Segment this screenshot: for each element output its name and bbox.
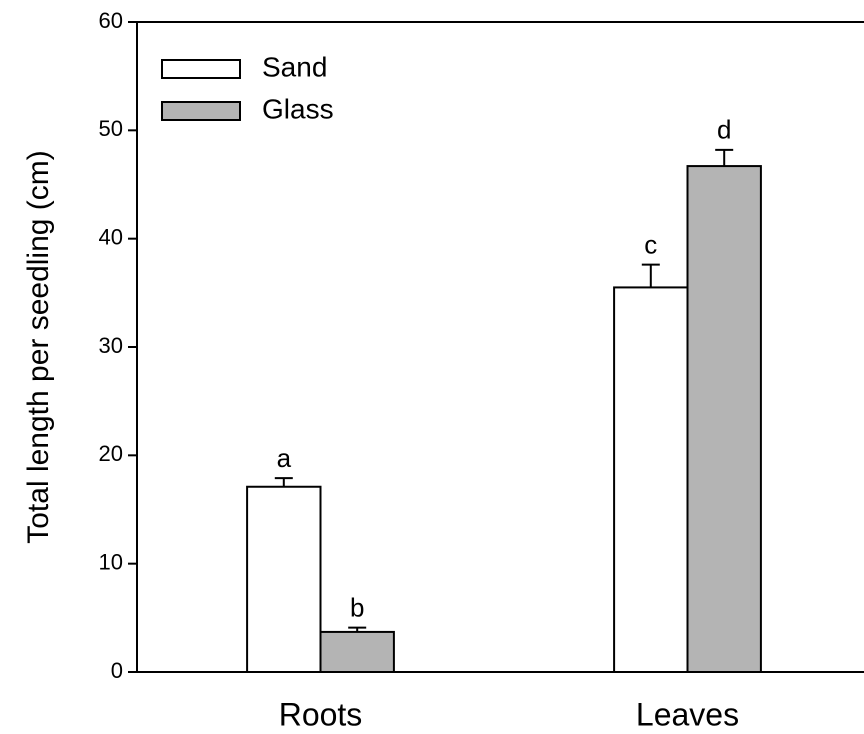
y-tick-label: 30 — [99, 333, 123, 358]
y-tick-label: 60 — [99, 8, 123, 33]
legend-swatch — [161, 101, 241, 121]
bar — [613, 286, 689, 673]
legend-label: Sand — [262, 51, 327, 82]
y-tick-label: 20 — [99, 441, 123, 466]
bar — [686, 165, 762, 673]
legend-swatch — [161, 59, 241, 79]
y-tick-label: 0 — [111, 658, 123, 683]
y-tick-label: 50 — [99, 116, 123, 141]
significance-letter: b — [350, 592, 364, 622]
significance-letter: d — [717, 115, 731, 145]
significance-letter: a — [277, 443, 292, 473]
significance-letter: c — [644, 230, 657, 260]
y-tick-label: 40 — [99, 224, 123, 249]
x-tick-label: Leaves — [636, 696, 739, 732]
bar — [246, 485, 322, 673]
bar — [319, 630, 395, 674]
y-axis-label: Total length per seedling (cm) — [22, 150, 55, 544]
x-tick-label: Roots — [279, 696, 363, 732]
legend-label: Glass — [262, 93, 334, 124]
y-tick-label: 10 — [99, 549, 123, 574]
